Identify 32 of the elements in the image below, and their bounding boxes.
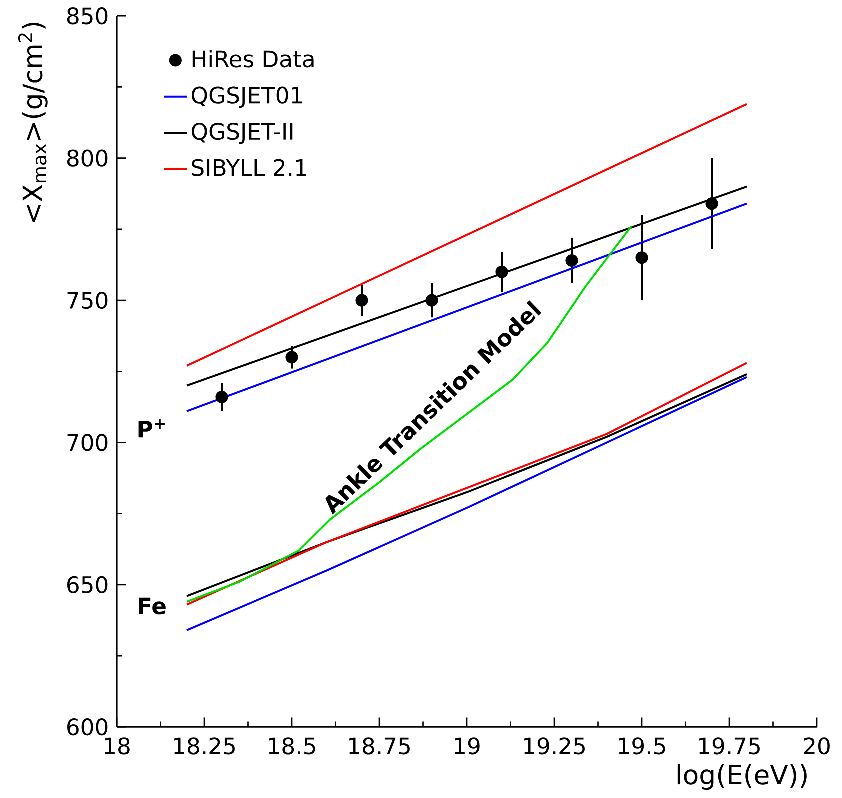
point xyxy=(216,391,228,404)
x-tick-label: 19.25 xyxy=(524,738,585,755)
x-tick-label: 18.25 xyxy=(174,738,235,755)
legend-label: QGSJET-II xyxy=(192,123,293,145)
x-tick-label: 18.75 xyxy=(350,738,410,755)
x-tick-label: 19 xyxy=(455,738,480,755)
point xyxy=(566,254,578,268)
point xyxy=(286,351,298,364)
point xyxy=(706,198,718,210)
x-tick-label: 19.5 xyxy=(619,738,666,755)
y-axis-title: <X$_{max}$>(g/cm$^{2}$) xyxy=(18,23,48,222)
y-tick-label: 850 xyxy=(67,8,108,25)
x-tick-label: 19.75 xyxy=(700,738,760,755)
annotation: Fe xyxy=(139,598,166,615)
x-axis-title: log(E(eV)) xyxy=(678,764,807,790)
y-tick-label: 800 xyxy=(67,150,108,168)
y-tick-label: 700 xyxy=(68,434,108,452)
line-series xyxy=(186,226,633,604)
point xyxy=(356,294,368,307)
x-tick-label: 18 xyxy=(105,738,130,755)
point xyxy=(636,252,648,264)
x-tick-label: 20 xyxy=(804,738,830,755)
legend-label: SIBYLL 2.1 xyxy=(192,159,306,177)
y-tick-label: 600 xyxy=(68,718,108,736)
point xyxy=(426,294,438,307)
x-tick-label: 18.5 xyxy=(269,738,316,755)
y-tick-label: 750 xyxy=(68,292,108,310)
legend-label: HiRes Data xyxy=(192,50,314,68)
y-tick-label: 650 xyxy=(68,576,108,594)
legend-label: QGSJET01 xyxy=(192,86,302,108)
point xyxy=(496,266,508,279)
annotation: P$^{+}$ xyxy=(138,420,165,438)
